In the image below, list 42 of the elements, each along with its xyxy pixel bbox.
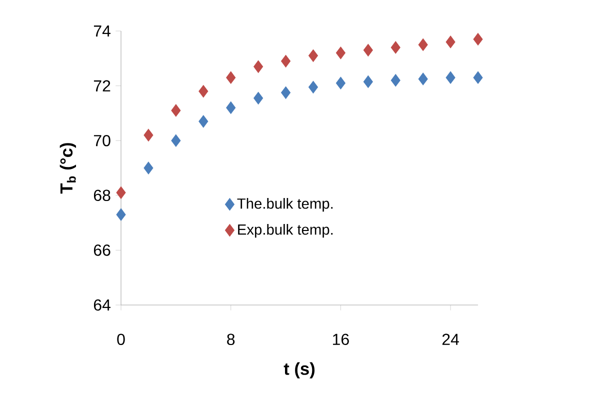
point — [281, 86, 291, 99]
point — [254, 92, 264, 104]
point — [418, 72, 428, 86]
x-tick-label: 8 — [227, 334, 235, 346]
point — [254, 60, 264, 73]
point — [390, 41, 400, 54]
point — [446, 71, 456, 84]
legend-label: Exp.bulk temp. — [238, 224, 333, 238]
point — [308, 80, 318, 94]
point — [144, 162, 154, 174]
point — [144, 128, 154, 142]
y-tick-label: 66 — [94, 244, 110, 256]
point — [116, 186, 126, 199]
y-tick-label: 68 — [94, 190, 110, 202]
point — [226, 101, 236, 114]
point — [390, 74, 400, 87]
point — [171, 104, 181, 117]
y-tick-label: 70 — [94, 134, 110, 146]
point — [281, 54, 291, 68]
y-tick-label: 74 — [94, 26, 110, 37]
legend-label: The.bulk temp. — [237, 198, 333, 212]
point — [418, 38, 428, 51]
point — [336, 76, 346, 90]
point — [198, 115, 208, 128]
point — [308, 49, 318, 62]
y-axis-title: T$_{b}$ (°c) — [60, 143, 76, 194]
x-tick-label: 16 — [333, 334, 349, 346]
x-tick-label: 24 — [442, 334, 459, 345]
point — [336, 46, 346, 60]
y-tick-label: 72 — [94, 80, 110, 92]
point — [473, 71, 483, 84]
point — [363, 75, 373, 88]
point — [363, 44, 373, 56]
x-tick-label: 0 — [117, 334, 125, 346]
y-tick-label: 64 — [94, 299, 110, 311]
point — [198, 85, 208, 98]
point — [171, 134, 181, 147]
point — [116, 208, 126, 221]
point — [226, 71, 236, 84]
point — [473, 32, 483, 46]
x-axis-title: t (s) — [284, 362, 315, 378]
point — [446, 36, 456, 48]
